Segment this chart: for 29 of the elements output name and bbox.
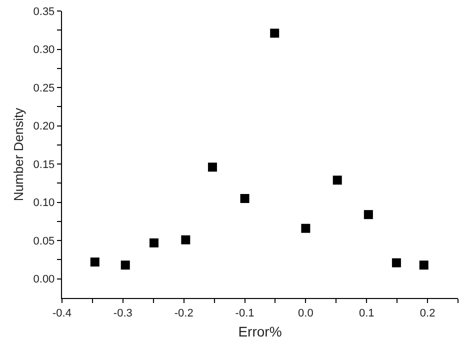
point — [392, 258, 401, 268]
x-tick-label: 0.0 — [298, 307, 314, 320]
y-tick-label: 0.05 — [33, 235, 55, 248]
y-tick-label: 0.35 — [33, 6, 55, 18]
point — [208, 162, 217, 172]
point — [240, 194, 250, 204]
point — [90, 258, 100, 267]
point — [301, 224, 310, 233]
y-tick-label: 0.25 — [33, 82, 55, 94]
x-tick-label: -0.1 — [235, 307, 254, 320]
y-tick-label: 0.00 — [33, 274, 55, 286]
x-tick-label: -0.4 — [52, 307, 72, 320]
y-tick-label: 0.20 — [33, 120, 55, 133]
y-axis-title: Number Density — [11, 107, 26, 202]
point — [181, 235, 190, 244]
point — [270, 28, 280, 38]
y-tick-label: 0.15 — [33, 158, 55, 171]
x-axis-title: Error% — [238, 324, 282, 340]
point — [149, 238, 158, 248]
x-tick-label: -0.2 — [174, 307, 194, 320]
x-tick-label: 0.2 — [420, 307, 436, 320]
point — [364, 210, 373, 220]
y-tick-label: 0.30 — [33, 44, 55, 56]
x-tick-label: 0.1 — [358, 307, 374, 320]
point — [332, 176, 342, 185]
point — [120, 260, 130, 270]
y-tick-label: 0.10 — [33, 197, 55, 210]
point — [419, 260, 428, 270]
x-tick-label: -0.3 — [113, 307, 132, 320]
